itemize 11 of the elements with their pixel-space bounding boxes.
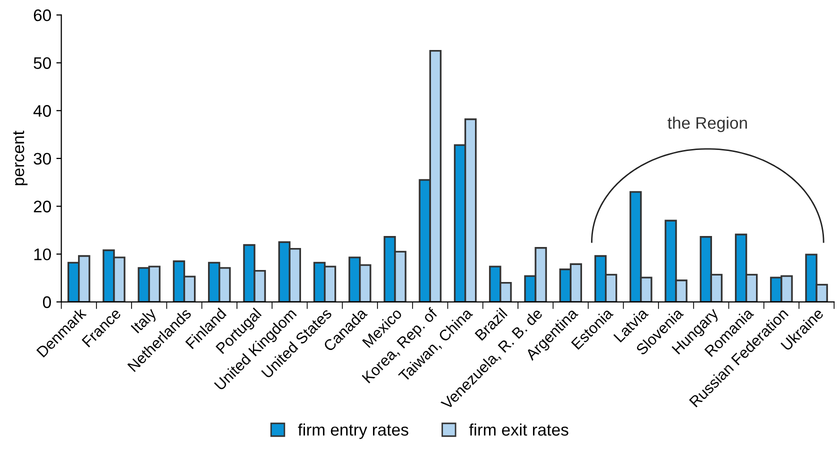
y-tick-label: 60 — [34, 9, 51, 22]
y-tick-label: 40 — [33, 105, 51, 117]
y-tick-label: 50 — [34, 57, 51, 70]
y-axis-title: percent — [13, 130, 28, 186]
y-tick-label: 0 — [42, 296, 51, 308]
y-tick-label: 10 — [34, 248, 51, 260]
annotation: the Region — [668, 116, 747, 132]
y-tick-label: 30 — [34, 152, 51, 165]
y-tick-label: 20 — [34, 200, 51, 212]
legend-label: firm entry rates — [298, 423, 408, 439]
legend-label: firm exit rates — [469, 423, 568, 436]
